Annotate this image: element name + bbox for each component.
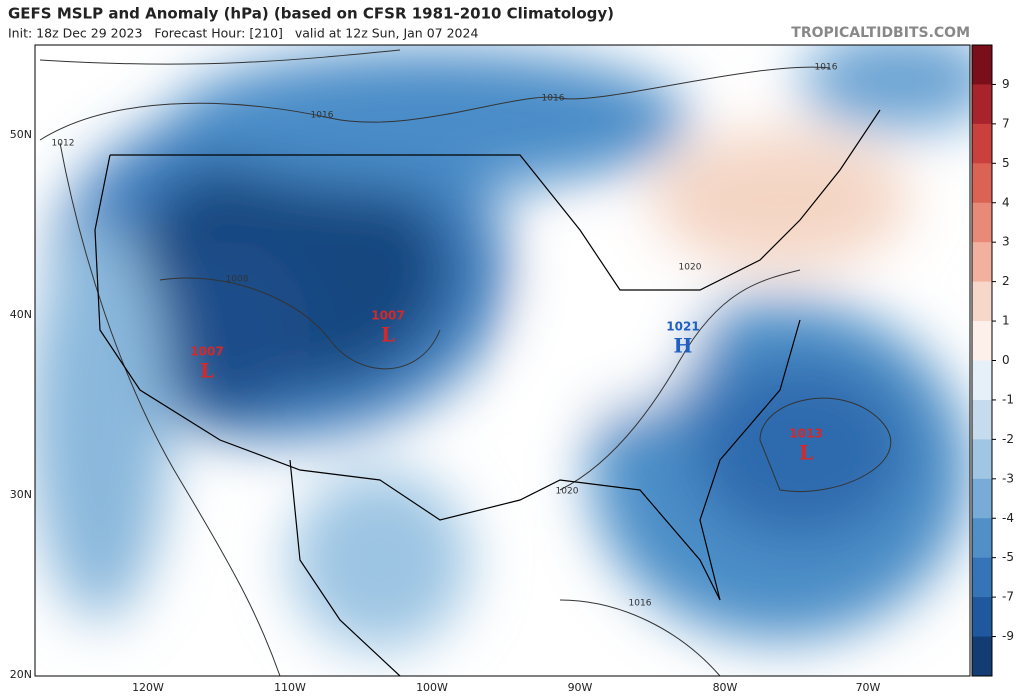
colorbar-segment [972, 557, 992, 598]
colorbar-label: 7 [1002, 116, 1010, 130]
colorbar-segment [972, 163, 992, 204]
lat-label: 50N [10, 128, 32, 141]
contour-label: 1016 [311, 111, 334, 121]
lat-label: 40N [10, 308, 32, 321]
lon-label: 120W [132, 681, 164, 694]
colorbar-segment [972, 636, 992, 677]
colorbar-label: -9 [1002, 629, 1014, 643]
colorbar-label: 0 [1002, 353, 1010, 367]
colorbar-segment [972, 123, 992, 164]
contour-label: 1008 [226, 275, 249, 285]
colorbar-label: 9 [1002, 77, 1010, 91]
contour-label: 1012 [52, 139, 75, 149]
colorbar-segment [972, 321, 992, 361]
colorbar-label: -5 [1002, 550, 1014, 564]
colorbar-segment [972, 597, 992, 638]
colorbar-segment [972, 439, 992, 480]
center-letter: L [200, 359, 214, 383]
center-letter: L [799, 441, 813, 465]
site-credit: TROPICALTIDBITS.COM [791, 25, 970, 41]
center-value: 1007 [371, 309, 404, 323]
lon-label: 80W [713, 681, 738, 694]
center-value: 1013 [789, 427, 822, 441]
colorbar-segment [972, 45, 992, 85]
colorbar-label: -1 [1002, 392, 1014, 406]
colorbar-label: -2 [1002, 432, 1014, 446]
colorbar-segment [972, 242, 992, 283]
colorbar-segment [972, 202, 992, 243]
center-letter: L [381, 323, 395, 347]
center-value: 1007 [190, 345, 223, 359]
center-value: 1021 [666, 320, 699, 334]
subtitle: Init: 18z Dec 29 2023 Forecast Hour: [21… [8, 26, 478, 41]
center-letter: H [674, 334, 693, 358]
colorbar-label: 1 [1002, 314, 1010, 328]
map-frame [34, 44, 971, 677]
contour-label: 1016 [542, 94, 565, 104]
contour-label: 1016 [815, 63, 838, 73]
lon-label: 110W [274, 681, 306, 694]
map [35, 45, 970, 676]
colorbar-segment [972, 84, 992, 125]
contour-label: 1020 [679, 263, 702, 273]
lon-label: 100W [416, 681, 448, 694]
colorbar-segment [972, 478, 992, 519]
colorbar-label: -4 [1002, 511, 1014, 525]
contour-label: 1016 [629, 599, 652, 609]
lon-label: 70W [856, 681, 881, 694]
lat-label: 30N [10, 488, 32, 501]
colorbar-segment [972, 281, 992, 322]
colorbar-label: -7 [1002, 590, 1014, 604]
colorbar-segment [972, 399, 992, 440]
colorbar-label: 3 [1002, 235, 1010, 249]
colorbar-label: 2 [1002, 274, 1010, 288]
lat-label: 20N [10, 668, 32, 681]
colorbar-label: 4 [1002, 195, 1010, 209]
colorbar-segment [972, 360, 992, 401]
colorbar-label: -3 [1002, 471, 1014, 485]
lon-label: 90W [568, 681, 593, 694]
colorbar-segment [972, 518, 992, 559]
contour-label: 1020 [556, 487, 579, 497]
title: GEFS MSLP and Anomaly (hPa) (based on CF… [8, 5, 614, 23]
colorbar-label: 5 [1002, 156, 1010, 170]
